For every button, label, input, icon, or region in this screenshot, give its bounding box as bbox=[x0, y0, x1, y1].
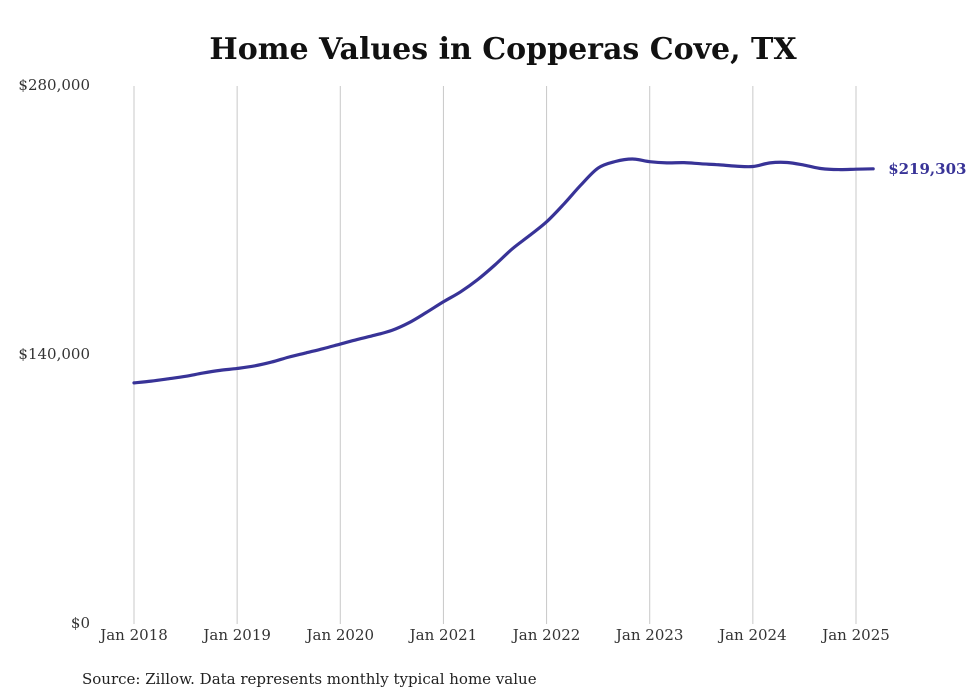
x-tick-label: Jan 2021 bbox=[408, 626, 478, 644]
source-note: Source: Zillow. Data represents monthly … bbox=[82, 670, 537, 688]
home-value-line bbox=[132, 157, 875, 385]
x-tick-label: Jan 2018 bbox=[98, 626, 168, 644]
y-tick-label: $140,000 bbox=[18, 345, 90, 363]
y-tick-label: $0 bbox=[71, 614, 90, 632]
y-axis-tick-labels: $0 $140,000 $280,000 bbox=[18, 76, 90, 632]
x-tick-label: Jan 2019 bbox=[201, 626, 271, 644]
x-tick-label: Jan 2025 bbox=[820, 626, 890, 644]
x-tick-label: Jan 2020 bbox=[305, 626, 375, 644]
x-tick-label: Jan 2023 bbox=[614, 626, 684, 644]
x-axis-tick-labels: Jan 2018 Jan 2019 Jan 2020 Jan 2021 Jan 2022… bbox=[98, 626, 890, 644]
x-tick-label: Jan 2024 bbox=[717, 626, 787, 644]
x-tick-label: Jan 2022 bbox=[511, 626, 581, 644]
chart-title: Home Values in Copperas Cove, TX bbox=[209, 32, 797, 67]
y-tick-label: $280,000 bbox=[18, 76, 90, 94]
latest-value-label: $219,303 bbox=[888, 160, 966, 178]
gridlines bbox=[133, 86, 857, 624]
